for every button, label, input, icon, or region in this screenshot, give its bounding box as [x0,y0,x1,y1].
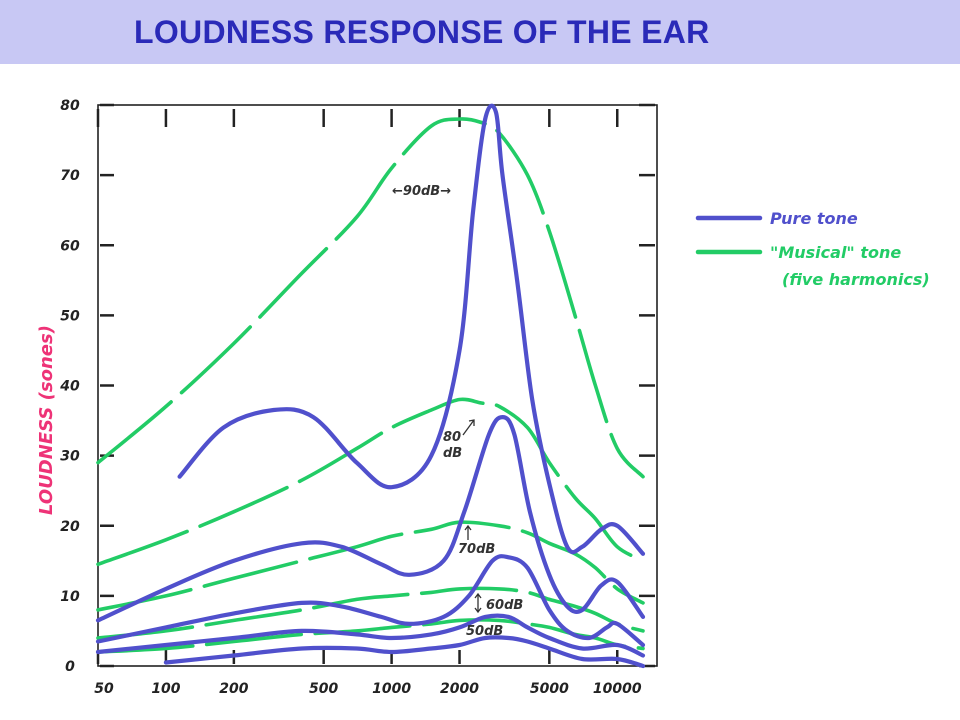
y-axis-label: LOUDNESS (sones) [36,325,57,515]
y-tick-label: 20 [60,519,80,535]
plot-frame [97,104,658,667]
y-tick-label: 10 [60,589,80,605]
y-tick-label: 70 [60,168,80,184]
annotation-label: dB [443,446,462,461]
y-tick-label: 40 [59,379,80,395]
y-tick-label: 0 [65,659,75,675]
annotation-arrow [464,524,472,540]
series-layer [95,103,646,669]
x-tick-label: 200 [219,681,248,697]
y-tick-label: 30 [60,449,80,465]
pure-tone-70db-line [95,554,646,648]
pure-tone-90db-line [177,103,646,556]
y-tick-label: 60 [60,238,80,254]
x-tick-label: 1000 [372,681,411,697]
title-bar: LOUDNESS RESPONSE OF THE EAR [0,0,960,64]
pure-tone-50db-line [163,635,646,669]
musical-tone-90db-line [96,117,645,479]
annotation-label: 60dB [486,598,523,613]
musical-tone-60db-line [96,586,645,640]
plot-border [97,104,658,667]
slide-title: LOUDNESS RESPONSE OF THE EAR [134,14,710,50]
axis-ticks: 0 10 20 30 40 50 60 70 80 50 100 200 500 1000 2000 5000… [59,98,655,697]
legend-label-musical-line2: (five harmonics) [782,270,930,289]
y-tick-label: 50 [60,308,80,324]
legend: Pure tone "Musical" tone (five harmonics) [695,209,930,289]
x-tick-label: 500 [309,681,338,697]
musical-tone-70db-line [96,520,645,612]
pure-tone-60db-line [95,613,646,658]
x-tick-label: 2000 [440,681,479,697]
annotation-label: 70dB [458,542,495,557]
annotation-label: ←90dB→ [392,184,451,199]
x-tick-label: 100 [151,681,180,697]
x-tick-label: 50 [94,681,114,697]
musical-tone-80db-line [96,397,645,567]
legend-label-pure: Pure tone [770,209,858,228]
annotation-arrow [462,419,475,436]
y-tick-label: 80 [60,98,80,114]
x-tick-label: 10000 [593,681,642,697]
x-tick-label: 5000 [530,681,569,697]
annotation-arrow [474,592,482,614]
annotation-label: 50dB [466,624,503,639]
pure-tone-80db-line [95,415,646,623]
legend-label-musical: "Musical" tone [770,243,901,262]
annotation-label: 80 [443,430,461,445]
